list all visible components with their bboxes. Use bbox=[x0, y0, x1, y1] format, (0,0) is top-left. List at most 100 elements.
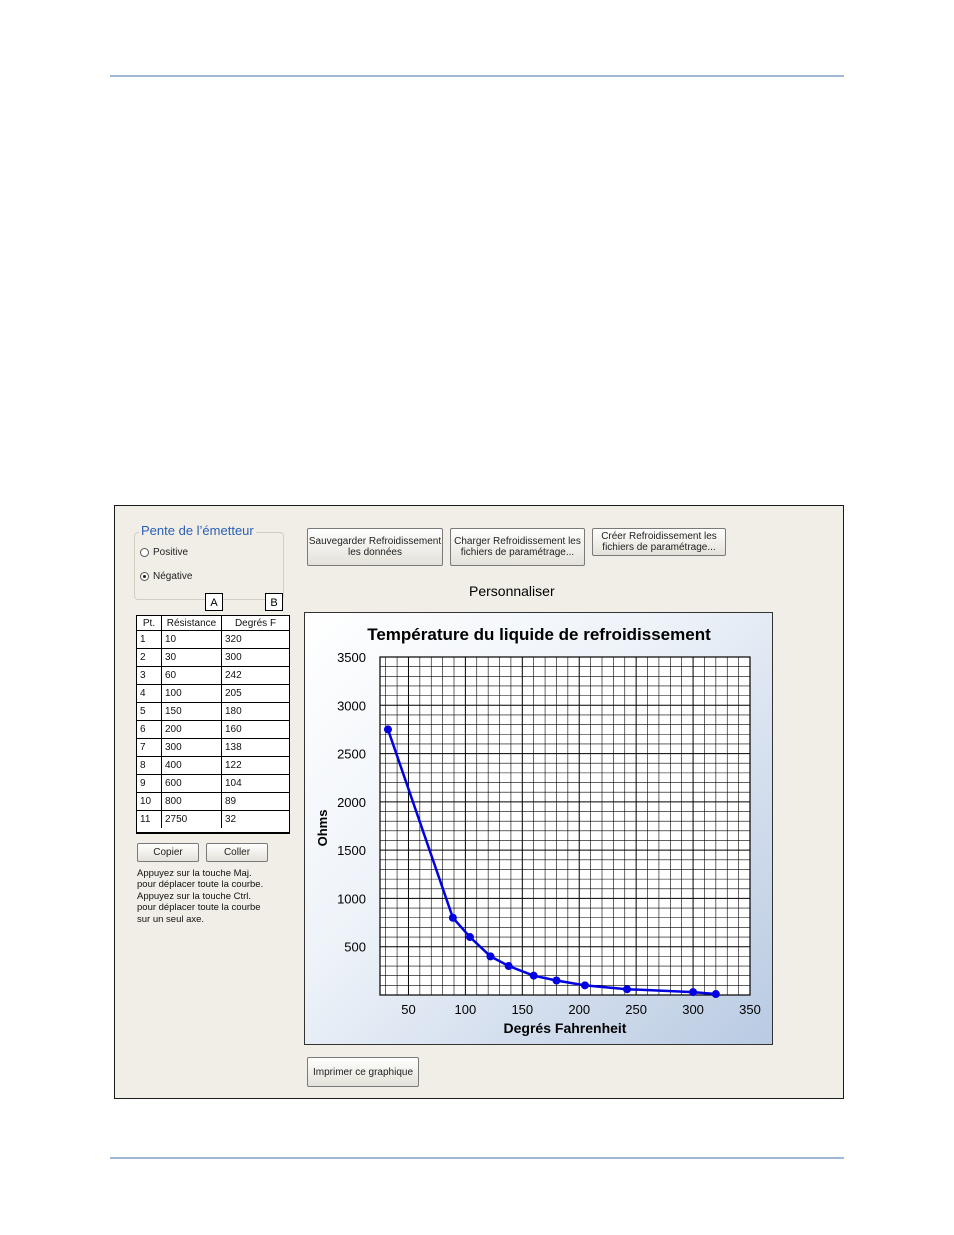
point-cell[interactable]: 1 bbox=[137, 630, 162, 649]
point-cell[interactable]: 4 bbox=[137, 684, 162, 703]
header-degrees[interactable]: Degrés F bbox=[221, 616, 289, 631]
slope-negative-label: Négative bbox=[153, 571, 193, 582]
resistance-cell[interactable]: 100 bbox=[161, 684, 222, 703]
degrees-cell[interactable]: 180 bbox=[221, 702, 289, 721]
point-cell[interactable]: 7 bbox=[137, 738, 162, 757]
y-tick-label: 1500 bbox=[337, 843, 366, 858]
y-tick-label: 1000 bbox=[337, 891, 366, 906]
paste-button[interactable]: Coller bbox=[206, 843, 268, 862]
x-axis-label: Degrés Fahrenheit bbox=[504, 1020, 627, 1036]
data-point bbox=[580, 981, 589, 990]
point-cell[interactable]: 5 bbox=[137, 702, 162, 721]
degrees-cell[interactable]: 104 bbox=[221, 774, 289, 793]
resistance-cell[interactable]: 200 bbox=[161, 720, 222, 739]
plot-border bbox=[379, 656, 751, 996]
sender-slope-group: Pente de l’émetteur Positive Négative bbox=[134, 523, 284, 600]
x-tick-label: 150 bbox=[511, 1002, 533, 1017]
resistance-cell[interactable]: 60 bbox=[161, 666, 222, 685]
y-tick-label: 3000 bbox=[337, 698, 366, 713]
table-row[interactable]: 1 10 320 bbox=[137, 630, 289, 649]
y-tick-label: 3500 bbox=[337, 650, 366, 665]
coolant-temperature-chart: Température du liquide de refroidissemen… bbox=[304, 612, 773, 1045]
chart-title: Température du liquide de refroidissemen… bbox=[367, 625, 711, 644]
degrees-cell[interactable]: 320 bbox=[221, 630, 289, 649]
table-row[interactable]: 10 800 89 bbox=[137, 792, 289, 811]
save-cooling-data-button[interactable]: Sauvegarder Refroidissement les données bbox=[307, 528, 443, 566]
resistance-cell[interactable]: 400 bbox=[161, 756, 222, 775]
data-point bbox=[689, 988, 698, 997]
resistance-cell[interactable]: 10 bbox=[161, 630, 222, 649]
x-tick-label: 200 bbox=[568, 1002, 590, 1017]
slope-positive-label: Positive bbox=[153, 547, 189, 558]
chart-svg: Température du liquide de refroidissemen… bbox=[315, 625, 761, 1036]
resistance-cell[interactable]: 600 bbox=[161, 774, 222, 793]
data-point bbox=[448, 913, 457, 922]
y-tick-label: 500 bbox=[344, 940, 366, 955]
x-tick-label: 250 bbox=[625, 1002, 647, 1017]
table-row[interactable]: 3 60 242 bbox=[137, 666, 289, 685]
degrees-cell[interactable]: 300 bbox=[221, 648, 289, 667]
coolant-settings-panel: Pente de l’émetteur Positive Négative A … bbox=[114, 505, 844, 1099]
degrees-cell[interactable]: 138 bbox=[221, 738, 289, 757]
customize-label: Personnaliser bbox=[469, 583, 555, 599]
resistance-cell[interactable]: 2750 bbox=[161, 810, 222, 828]
load-cooling-settings-button[interactable]: Charger Refroidissement les fichiers de … bbox=[450, 528, 585, 566]
data-point bbox=[504, 962, 513, 971]
table-row[interactable]: 11 2750 32 bbox=[137, 810, 289, 828]
point-cell[interactable]: 11 bbox=[137, 810, 162, 828]
table-row[interactable]: 9 600 104 bbox=[137, 774, 289, 793]
x-tick-label: 350 bbox=[739, 1002, 761, 1017]
degrees-cell[interactable]: 89 bbox=[221, 792, 289, 811]
data-point bbox=[552, 976, 561, 985]
y-axis-label: Ohms bbox=[315, 810, 330, 847]
table-row[interactable]: 5 150 180 bbox=[137, 702, 289, 721]
data-point bbox=[529, 971, 538, 980]
table-row[interactable]: 2 30 300 bbox=[137, 648, 289, 667]
degrees-cell[interactable]: 242 bbox=[221, 666, 289, 685]
sender-slope-title: Pente de l’émetteur bbox=[139, 523, 256, 538]
slope-negative-radio[interactable]: Négative bbox=[140, 571, 192, 582]
header-point[interactable]: Pt. bbox=[137, 616, 162, 631]
header-rule bbox=[110, 75, 844, 77]
resistance-cell[interactable]: 300 bbox=[161, 738, 222, 757]
point-cell[interactable]: 3 bbox=[137, 666, 162, 685]
help-text: Appuyez sur la touche Maj. pour déplacer… bbox=[137, 868, 264, 925]
table-header-row: Pt. Résistance Degrés F bbox=[137, 616, 289, 631]
footer-rule bbox=[110, 1157, 844, 1159]
data-point bbox=[711, 990, 720, 999]
table-row[interactable]: 7 300 138 bbox=[137, 738, 289, 757]
point-cell[interactable]: 10 bbox=[137, 792, 162, 811]
copy-button[interactable]: Copier bbox=[137, 843, 199, 862]
table-row[interactable]: 6 200 160 bbox=[137, 720, 289, 739]
curve-points-table[interactable]: Pt. Résistance Degrés F 1 10 320 2 30 300 3 60 2… bbox=[136, 615, 290, 834]
print-chart-button[interactable]: Imprimer ce graphique bbox=[307, 1057, 419, 1087]
plot-area bbox=[380, 657, 750, 995]
x-tick-label: 300 bbox=[682, 1002, 704, 1017]
point-cell[interactable]: 2 bbox=[137, 648, 162, 667]
point-cell[interactable]: 9 bbox=[137, 774, 162, 793]
x-tick-label: 50 bbox=[401, 1002, 415, 1017]
resistance-cell[interactable]: 800 bbox=[161, 792, 222, 811]
point-cell[interactable]: 6 bbox=[137, 720, 162, 739]
radio-circle-icon bbox=[140, 548, 149, 557]
resistance-cell[interactable]: 150 bbox=[161, 702, 222, 721]
x-tick-label: 100 bbox=[455, 1002, 477, 1017]
y-tick-label: 2000 bbox=[337, 795, 366, 810]
degrees-cell[interactable]: 160 bbox=[221, 720, 289, 739]
data-point bbox=[486, 952, 495, 961]
table-row[interactable]: 4 100 205 bbox=[137, 684, 289, 703]
degrees-cell[interactable]: 205 bbox=[221, 684, 289, 703]
slope-positive-radio[interactable]: Positive bbox=[140, 547, 188, 558]
data-point bbox=[465, 933, 474, 942]
point-cell[interactable]: 8 bbox=[137, 756, 162, 775]
create-cooling-settings-button[interactable]: Créer Refroidissement les fichiers de pa… bbox=[592, 528, 726, 556]
data-point bbox=[623, 985, 632, 994]
header-resistance[interactable]: Résistance bbox=[161, 616, 222, 631]
table-row[interactable]: 8 400 122 bbox=[137, 756, 289, 775]
degrees-cell[interactable]: 32 bbox=[225, 814, 237, 825]
resistance-cell[interactable]: 30 bbox=[161, 648, 222, 667]
radio-selected-icon bbox=[140, 572, 149, 581]
y-tick-label: 2500 bbox=[337, 747, 366, 762]
degrees-cell[interactable]: 122 bbox=[221, 756, 289, 775]
data-point bbox=[383, 725, 392, 734]
